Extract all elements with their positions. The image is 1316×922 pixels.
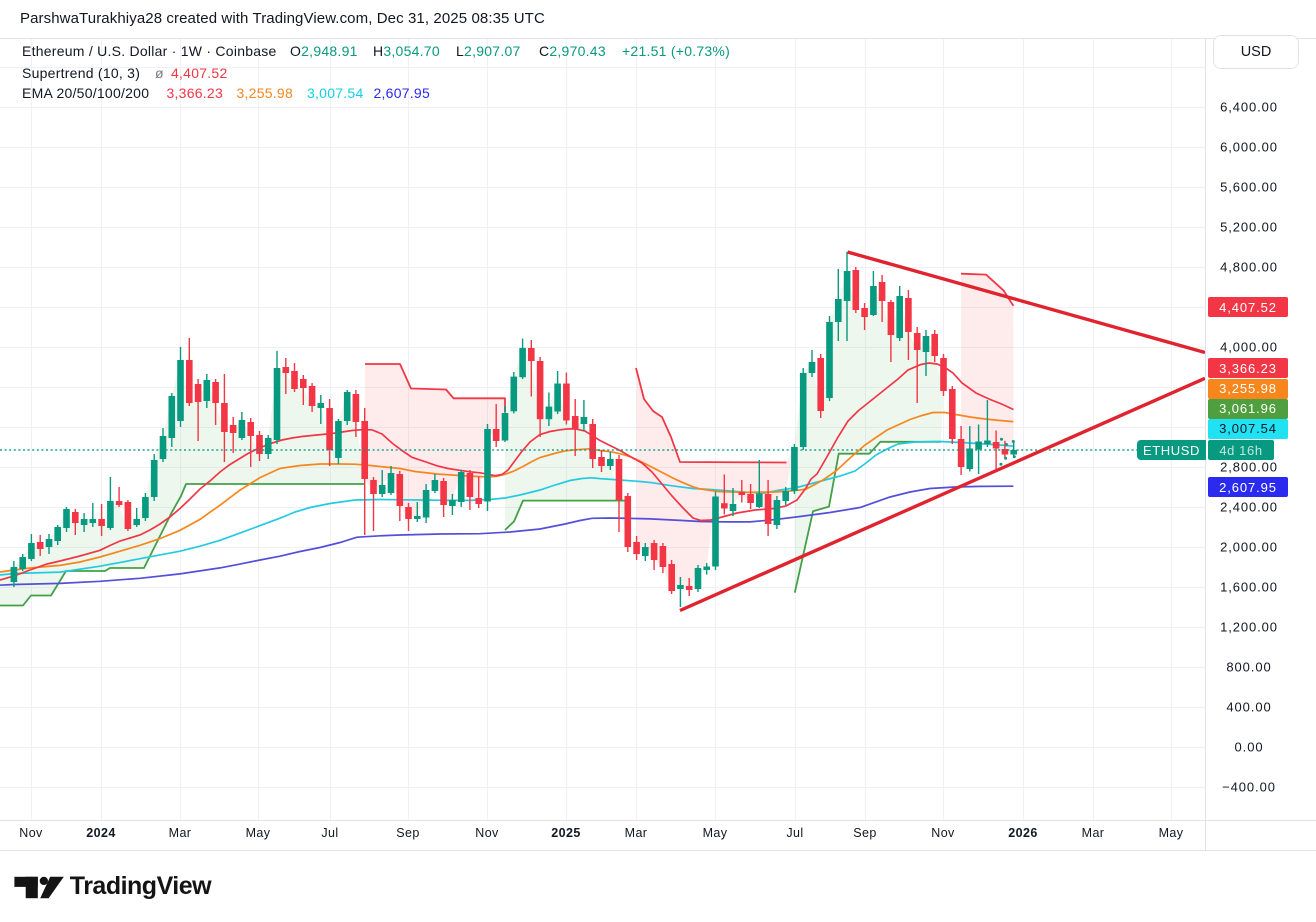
- svg-text:TradingView: TradingView: [70, 872, 212, 900]
